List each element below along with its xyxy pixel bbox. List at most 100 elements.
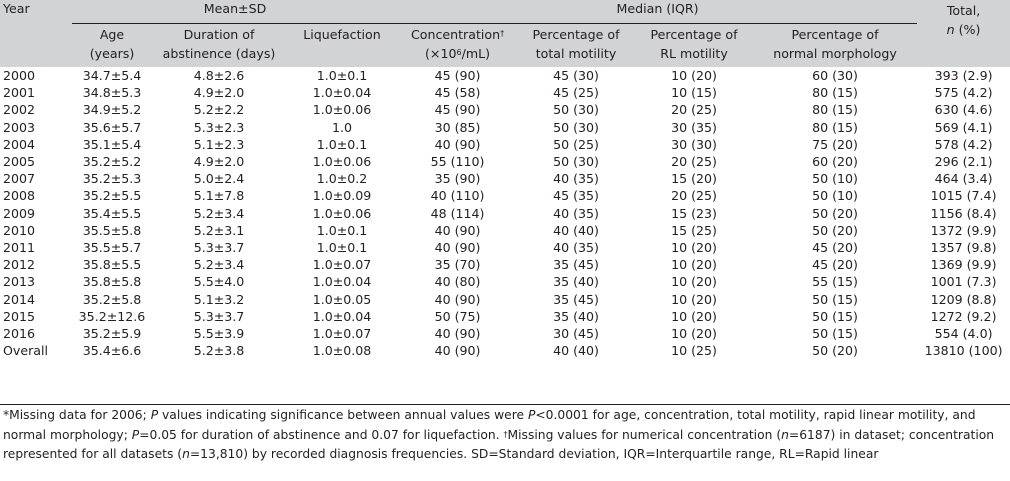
cell-age: 34.9±5.2 bbox=[82, 102, 142, 118]
cell-year: 2013 bbox=[3, 274, 36, 290]
cell-concentration: 40 (90) bbox=[434, 222, 481, 238]
cell-total-motility: 50 (30) bbox=[553, 154, 599, 170]
cell-total-motility: 35 (45) bbox=[553, 291, 599, 307]
header-mean-sd: Mean±SD bbox=[72, 0, 399, 24]
cell-age: 35.4±5.5 bbox=[82, 205, 142, 221]
cell-normal-morphology: 60 (20) bbox=[812, 154, 858, 170]
cell-abstinence: 5.1±2.3 bbox=[193, 136, 245, 152]
cell-rl-motility: 10 (20) bbox=[671, 308, 717, 324]
cell-total-motility: 50 (25) bbox=[553, 136, 599, 152]
header-liquefaction: Liquefaction bbox=[286, 23, 399, 67]
cell-rl-motility: 10 (20) bbox=[671, 239, 717, 255]
table-body: 2000 34.7±5.4 4.8±2.6 1.0±0.1 45 (90) 45 (30)… bbox=[0, 67, 1010, 359]
cell-age: 35.5±5.8 bbox=[82, 222, 142, 238]
cell-liquefaction: 1.0±0.07 bbox=[312, 257, 372, 273]
cell-total-motility: 35 (45) bbox=[553, 257, 599, 273]
table-row: 2002 34.9±5.2 5.2±2.2 1.0±0.06 45 (90) 50 (30… bbox=[0, 101, 1010, 118]
cell-rl-motility: 10 (20) bbox=[671, 325, 717, 341]
cell-age: 35.2±5.8 bbox=[82, 291, 142, 307]
cell-abstinence: 4.8±2.6 bbox=[193, 68, 245, 84]
cell-abstinence: 5.2±3.4 bbox=[193, 205, 245, 221]
cell-year: 2008 bbox=[3, 188, 36, 204]
table-row: 2013 35.8±5.8 5.5±4.0 1.0±0.04 40 (80) 35 (40… bbox=[0, 273, 1010, 290]
cell-liquefaction: 1.0±0.04 bbox=[312, 274, 372, 290]
table-row: 2001 34.8±5.3 4.9±2.0 1.0±0.04 45 (58) 45 (25… bbox=[0, 84, 1010, 101]
cell-concentration: 35 (70) bbox=[434, 257, 481, 273]
cell-year: 2012 bbox=[3, 257, 36, 273]
cell-year: 2014 bbox=[3, 291, 36, 307]
table-row: 2015 35.2±12.6 5.3±3.7 1.0±0.04 50 (75) 35 (4… bbox=[0, 308, 1010, 325]
cell-rl-motility: 30 (30) bbox=[671, 136, 717, 152]
cell-abstinence: 5.5±4.0 bbox=[193, 274, 245, 290]
cell-total: 575 (4.2) bbox=[934, 85, 993, 101]
table-row: 2005 35.2±5.2 4.9±2.0 1.0±0.06 55 (110) 50 (3… bbox=[0, 153, 1010, 170]
cell-normal-morphology: 45 (20) bbox=[812, 239, 858, 255]
cell-age: 35.4±6.6 bbox=[82, 343, 142, 359]
cell-liquefaction: 1.0±0.1 bbox=[316, 239, 368, 255]
cell-concentration: 50 (75) bbox=[434, 308, 481, 324]
cell-normal-morphology: 55 (15) bbox=[812, 274, 858, 290]
cell-concentration: 40 (90) bbox=[434, 136, 481, 152]
header-concentration: Concentration† (×106/mL) bbox=[398, 23, 518, 67]
cell-age: 35.2±5.9 bbox=[82, 325, 142, 341]
cell-concentration: 40 (80) bbox=[434, 274, 481, 290]
header-rl-motility: Percentage of RL motility bbox=[635, 23, 754, 67]
cell-total: 296 (2.1) bbox=[934, 154, 993, 170]
cell-concentration: 40 (90) bbox=[434, 343, 481, 359]
cell-year: Overall bbox=[3, 343, 49, 359]
cell-concentration: 40 (90) bbox=[434, 239, 481, 255]
cell-year: 2005 bbox=[3, 154, 36, 170]
cell-abstinence: 5.2±2.2 bbox=[193, 102, 245, 118]
table-row: 2016 35.2±5.9 5.5±3.9 1.0±0.07 40 (90) 30 (45… bbox=[0, 325, 1010, 342]
cell-liquefaction: 1.0±0.2 bbox=[316, 171, 368, 187]
cell-age: 34.8±5.3 bbox=[82, 85, 142, 101]
header-abstinence: Duration of abstinence (days) bbox=[152, 23, 286, 67]
cell-abstinence: 5.2±3.4 bbox=[193, 257, 245, 273]
cell-total: 393 (2.9) bbox=[934, 68, 993, 84]
cell-concentration: 55 (110) bbox=[430, 154, 485, 170]
header-total-motility: Percentage of total motility bbox=[517, 23, 636, 67]
cell-rl-motility: 10 (20) bbox=[671, 68, 717, 84]
cell-total: 13810 (100) bbox=[924, 343, 1003, 359]
cell-total-motility: 50 (30) bbox=[553, 119, 599, 135]
cell-age: 35.2±5.2 bbox=[82, 154, 142, 170]
table-row: 2009 35.4±5.5 5.2±3.4 1.0±0.06 48 (114) 40 (3… bbox=[0, 205, 1010, 222]
cell-rl-motility: 20 (25) bbox=[671, 154, 717, 170]
cell-normal-morphology: 50 (20) bbox=[812, 343, 858, 359]
cell-liquefaction: 1.0±0.1 bbox=[316, 222, 368, 238]
header-year: Year bbox=[0, 0, 72, 67]
cell-abstinence: 4.9±2.0 bbox=[193, 85, 245, 101]
cell-liquefaction: 1.0±0.08 bbox=[312, 343, 372, 359]
cell-total: 569 (4.1) bbox=[934, 119, 993, 135]
cell-concentration: 30 (85) bbox=[434, 119, 481, 135]
cell-normal-morphology: 50 (10) bbox=[812, 171, 858, 187]
cell-total: 578 (4.2) bbox=[934, 136, 993, 152]
cell-liquefaction: 1.0±0.1 bbox=[316, 68, 368, 84]
cell-age: 35.6±5.7 bbox=[82, 119, 142, 135]
cell-concentration: 35 (90) bbox=[434, 171, 481, 187]
cell-concentration: 40 (90) bbox=[434, 291, 481, 307]
cell-age: 34.7±5.4 bbox=[82, 68, 142, 84]
cell-age: 35.2±5.5 bbox=[82, 188, 142, 204]
cell-abstinence: 5.2±3.8 bbox=[193, 343, 245, 359]
cell-liquefaction: 1.0±0.05 bbox=[312, 291, 372, 307]
cell-abstinence: 5.3±3.7 bbox=[193, 239, 245, 255]
cell-rl-motility: 10 (20) bbox=[671, 274, 717, 290]
cell-total: 1001 (7.3) bbox=[930, 274, 997, 290]
cell-normal-morphology: 75 (20) bbox=[812, 136, 858, 152]
header-total-n: n bbox=[946, 22, 955, 37]
cell-liquefaction: 1.0±0.06 bbox=[312, 102, 372, 118]
cell-abstinence: 5.3±2.3 bbox=[193, 119, 245, 135]
cell-total: 1372 (9.9) bbox=[930, 222, 997, 238]
table-row: 2010 35.5±5.8 5.2±3.1 1.0±0.1 40 (90) 40 (40)… bbox=[0, 222, 1010, 239]
cell-total-motility: 35 (40) bbox=[553, 308, 599, 324]
header-total-pct: (%) bbox=[954, 22, 981, 37]
data-table: Year Mean±SD Median (IQR) Total, n (%) A… bbox=[0, 0, 1010, 359]
cell-total-motility: 35 (40) bbox=[553, 274, 599, 290]
cell-normal-morphology: 45 (20) bbox=[812, 257, 858, 273]
cell-abstinence: 5.2±3.1 bbox=[193, 222, 245, 238]
cell-total: 1209 (8.8) bbox=[930, 291, 997, 307]
cell-total-motility: 50 (30) bbox=[553, 102, 599, 118]
cell-year: 2004 bbox=[3, 136, 36, 152]
cell-liquefaction: 1.0±0.04 bbox=[312, 85, 372, 101]
